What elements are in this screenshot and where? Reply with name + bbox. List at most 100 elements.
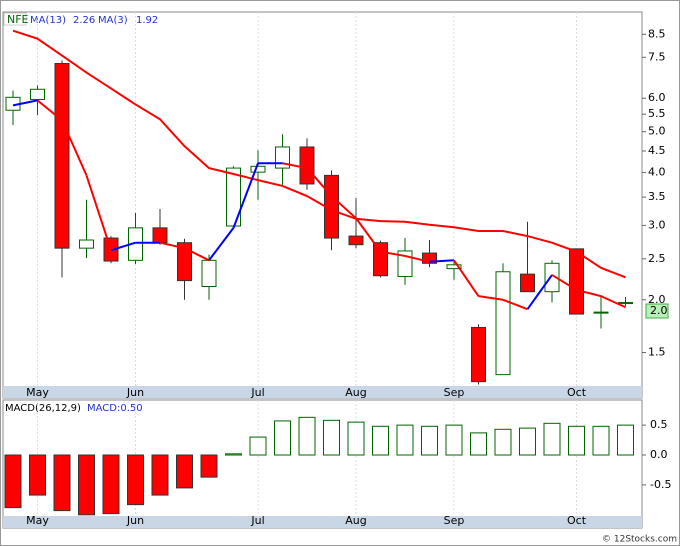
- ma-segment: [232, 162, 259, 229]
- ma-line: [12, 29, 626, 279]
- watermark: © 12Stocks.com: [602, 535, 677, 545]
- date-strip: [3, 516, 642, 528]
- legend-entry: MA(13): [30, 15, 66, 26]
- x-tick-label: Aug: [345, 386, 366, 399]
- macd-bar: [29, 454, 46, 496]
- macd-bar: [421, 425, 438, 456]
- x-tick-label: Jun: [126, 514, 144, 527]
- macd-bar: [445, 424, 463, 456]
- ma-segment: [576, 288, 602, 298]
- legend-entry: MACD(26,12,9): [5, 403, 81, 414]
- macd-bar: [494, 428, 512, 456]
- ma-segment: [453, 259, 480, 297]
- macd-bar: [151, 454, 169, 496]
- y-tick-label: 3.5: [648, 190, 666, 203]
- candle-body: [569, 248, 584, 315]
- ma-segment: [355, 217, 382, 253]
- symbol: NFE: [7, 13, 29, 26]
- macd-bar: [543, 422, 561, 456]
- y-tick-label: 4.0: [648, 166, 666, 179]
- macd-bar: [4, 454, 22, 509]
- candle-body: [177, 242, 192, 282]
- candle-body: [593, 311, 609, 314]
- candle-body: [54, 63, 70, 249]
- macd-bar: [592, 425, 610, 456]
- y-tick-label: -0.5: [650, 478, 671, 491]
- x-tick-label: Oct: [567, 514, 587, 527]
- ma-segment: [12, 99, 38, 107]
- x-tick-label: May: [26, 514, 49, 527]
- x-tick-label: Oct: [567, 386, 587, 399]
- y-tick-label: 0.0: [650, 448, 668, 461]
- legend-value: 2.26: [73, 15, 95, 26]
- ma-segment: [600, 295, 626, 309]
- candle-body: [201, 259, 217, 288]
- ma-segment: [184, 247, 210, 262]
- x-tick-label: Aug: [345, 514, 366, 527]
- ma-segment: [85, 175, 112, 251]
- legend-value: MACD:0.50: [87, 403, 143, 414]
- ma-segment: [110, 241, 136, 252]
- candle-body: [299, 146, 315, 185]
- candle-body: [618, 302, 633, 305]
- macd-bar: [323, 419, 340, 456]
- macd-bar: [347, 421, 365, 456]
- x-tick-label: May: [26, 386, 49, 399]
- macd-bar: [568, 425, 585, 456]
- y-tick-label: 8.5: [648, 27, 666, 40]
- ma-segment: [61, 119, 88, 176]
- date-strip: [3, 386, 642, 398]
- candle-body: [471, 326, 486, 383]
- candle-body: [79, 239, 94, 249]
- y-tick-label: 0.5: [650, 418, 668, 431]
- y-tick-label: 5.5: [648, 107, 666, 120]
- last-price: 2.0: [650, 304, 668, 317]
- y-tick-label: 2.0: [648, 293, 666, 306]
- ma-segment: [478, 295, 504, 301]
- macd-bar: [53, 454, 71, 512]
- macd-bar: [372, 425, 389, 456]
- candle-body: [520, 273, 535, 293]
- x-tick-label: Jun: [126, 386, 144, 399]
- candle-body: [544, 262, 560, 293]
- ma-segment: [502, 298, 528, 311]
- legend-value: 1.92: [136, 15, 158, 26]
- macd-bar: [298, 416, 316, 456]
- ma-segment: [380, 250, 406, 257]
- macd-panel: [2, 399, 643, 529]
- ma-segment: [306, 167, 333, 197]
- macd-bar: [249, 436, 267, 456]
- ma-segment: [330, 195, 357, 219]
- candle-body: [30, 88, 45, 100]
- y-tick-label: 1.5: [648, 346, 666, 359]
- ma-segment: [526, 274, 553, 310]
- ma-segment: [36, 99, 63, 122]
- x-tick-label: Jul: [250, 514, 264, 527]
- ma-segment: [208, 227, 235, 261]
- candle-body: [495, 271, 511, 376]
- macd-bar: [127, 454, 144, 506]
- last-price-box: [645, 303, 669, 319]
- macd-bar: [617, 424, 634, 456]
- candle-body: [152, 227, 168, 244]
- candle-body: [422, 252, 437, 264]
- legend-entry: MA(3): [98, 15, 128, 26]
- ma-segment: [404, 254, 430, 263]
- ma-segment: [551, 274, 578, 291]
- x-tick-label: Sep: [444, 514, 465, 527]
- candle-body: [446, 264, 462, 270]
- candle-body: [348, 235, 364, 246]
- macd-bar: [519, 427, 536, 456]
- ma-segment: [429, 259, 455, 263]
- x-tick-label: Jul: [250, 386, 264, 399]
- candle-body: [373, 242, 388, 277]
- macd-bar: [470, 432, 487, 456]
- y-tick-label: 5.0: [648, 125, 666, 138]
- macd-bar: [200, 454, 218, 478]
- candle-body: [250, 165, 266, 173]
- x-tick-label: Sep: [444, 386, 465, 399]
- ma-segment: [282, 162, 308, 170]
- y-tick-label: 2.5: [648, 252, 666, 265]
- macd-bar: [396, 424, 414, 456]
